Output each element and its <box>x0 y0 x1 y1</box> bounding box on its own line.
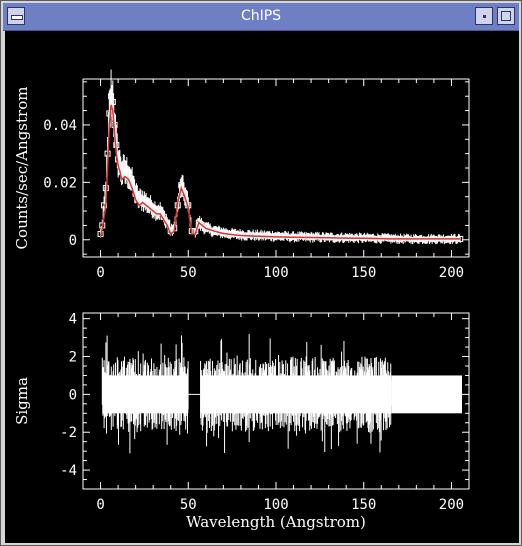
data-point <box>109 98 116 105</box>
window-title: ChIPS <box>240 8 282 24</box>
y-tick-label-2: -4 <box>60 463 77 479</box>
y-axis-title-1: Counts/sec/Angstrom <box>13 87 31 250</box>
y-tick-label-2: -2 <box>60 425 77 441</box>
x-tick-label-1: 150 <box>351 265 376 281</box>
minimize-icon[interactable] <box>475 7 493 25</box>
x-tick-label-2: 100 <box>263 497 288 513</box>
y-tick-label-2: 0 <box>69 387 77 403</box>
data-point <box>125 170 132 177</box>
x-tick-label-2: 200 <box>439 497 464 513</box>
x-tick-label-1: 0 <box>96 265 104 281</box>
x-tick-label-1: 50 <box>180 265 197 281</box>
plot-svg: 0 50 100 150 20000.020.04Counts/sec/Angstrom… <box>13 69 470 531</box>
data-point <box>108 93 115 100</box>
y-tick-label-2: 2 <box>69 350 77 366</box>
data-point <box>273 233 279 240</box>
x-tick-label-1: 100 <box>263 265 288 281</box>
residual-band <box>391 375 462 414</box>
x-tick-label-2: 150 <box>351 497 376 513</box>
y-tick-label-1: 0 <box>69 233 77 249</box>
window-menu-icon[interactable] <box>7 7 25 25</box>
data-point <box>136 196 143 203</box>
y-tick-label-1: 0.02 <box>43 175 77 191</box>
y-tick-label-1: 0.04 <box>43 118 77 134</box>
x-axis-title-2: Wavelength (Angstrom) <box>186 513 366 531</box>
y-tick-label-2: 4 <box>69 312 77 328</box>
data-point <box>106 110 113 117</box>
x-tick-label-1: 200 <box>439 265 464 281</box>
title-bar[interactable]: ChIPS <box>3 3 519 31</box>
x-tick-label-2: 50 <box>180 497 197 513</box>
data-point <box>101 202 108 209</box>
data-point <box>202 225 209 232</box>
residual-core <box>200 375 392 414</box>
residual-core <box>102 375 189 414</box>
model-line <box>99 104 461 240</box>
plot-canvas: 0 50 100 150 200 0 0.02 0.04 Counts/sec/Angstrom… <box>5 31 519 543</box>
plot-frame-1 <box>82 78 470 258</box>
x-tick-label-2: 0 <box>96 497 104 513</box>
y-axis-title-2: Sigma <box>13 377 31 425</box>
maximize-icon[interactable] <box>497 7 515 25</box>
